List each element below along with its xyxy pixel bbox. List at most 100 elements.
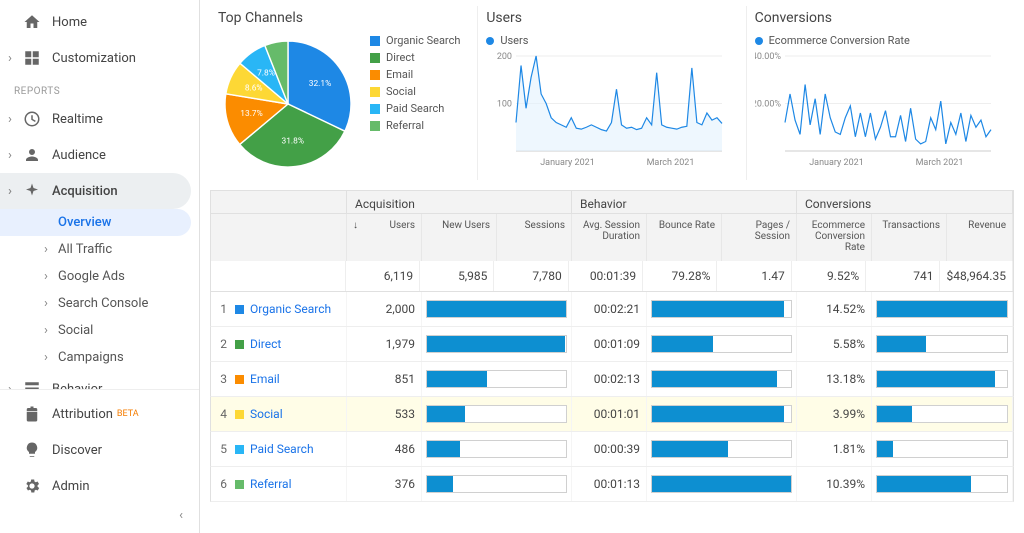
sub-search-console[interactable]: Search Console [0, 290, 199, 317]
col-channel[interactable] [211, 214, 347, 261]
nav-behavior-label: Behavior [52, 382, 102, 390]
sub-overview-label: Overview [58, 215, 111, 230]
customization-icon [22, 48, 42, 68]
channel-swatch [235, 375, 244, 384]
svg-text:7.8%: 7.8% [257, 68, 275, 78]
svg-text:20.00%: 20.00% [755, 100, 781, 110]
nav-attribution[interactable]: Attribution BETA [0, 396, 199, 432]
legend-item: Paid Search [370, 102, 460, 115]
col-asd[interactable]: Avg. Session Duration [572, 214, 647, 261]
row-ecr: 3.99% [797, 397, 872, 431]
table-group-header: Acquisition Behavior Conversions [210, 190, 1014, 214]
row-ecr-bar [872, 362, 1013, 396]
row-ecr: 1.81% [797, 432, 872, 466]
table-row[interactable]: 2Direct1,97900:01:095.58% [210, 327, 1014, 362]
row-ecr-bar [872, 467, 1013, 501]
row-channel: 2Direct [211, 327, 347, 361]
row-asd: 00:01:09 [572, 327, 647, 361]
legend-item: Email [370, 68, 460, 81]
svg-text:March 2021: March 2021 [915, 158, 963, 168]
conv-legend: Ecommerce Conversion Rate [755, 34, 1006, 47]
nav-customization[interactable]: Customization [0, 40, 199, 76]
nav-acquisition[interactable]: Acquisition [0, 173, 191, 209]
svg-text:200: 200 [497, 52, 512, 62]
table-row[interactable]: 3Email85100:02:1313.18% [210, 362, 1014, 397]
nav-audience[interactable]: Audience [0, 137, 199, 173]
svg-text:40.00%: 40.00% [755, 52, 781, 62]
sub-search-console-label: Search Console [58, 296, 148, 311]
sub-all-traffic[interactable]: All Traffic [0, 236, 199, 263]
col-new-users[interactable]: New Users [422, 214, 497, 261]
sub-campaigns[interactable]: Campaigns [0, 344, 199, 371]
card-top-channels: Top Channels 32.1%31.8%13.7%8.6%7.8% Org… [210, 6, 477, 180]
main-content: Top Channels 32.1%31.8%13.7%8.6%7.8% Org… [200, 0, 1024, 533]
row-ecr: 14.52% [797, 292, 872, 326]
nav-discover[interactable]: Discover [0, 432, 199, 468]
behavior-icon [22, 379, 42, 389]
row-channel: 3Email [211, 362, 347, 396]
channel-link[interactable]: Organic Search [250, 302, 331, 316]
card-top-channels-title: Top Channels [218, 10, 469, 26]
row-users: 533 [347, 397, 422, 431]
col-trans[interactable]: Transactions [872, 214, 947, 261]
total-rev: $48,964.35 [940, 261, 1012, 291]
channel-link[interactable]: Email [250, 372, 280, 386]
legend-swatch [370, 70, 380, 80]
row-users: 851 [347, 362, 422, 396]
nav-realtime[interactable]: Realtime [0, 101, 199, 137]
sub-social-label: Social [58, 323, 93, 338]
nav-home[interactable]: Home [0, 4, 199, 40]
total-ecr: 9.52% [792, 261, 866, 291]
channel-link[interactable]: Social [250, 407, 283, 421]
group-conversions: Conversions [797, 191, 1013, 213]
attribution-icon [22, 404, 42, 424]
svg-text:8.6%: 8.6% [245, 83, 263, 93]
total-bounce: 79.28% [643, 261, 717, 291]
row-users-bar [422, 467, 572, 501]
sub-overview[interactable]: Overview [0, 209, 191, 236]
row-ecr-bar [872, 292, 1013, 326]
table-column-header: Users ↓ New Users Sessions Avg. Session … [210, 214, 1014, 261]
row-users: 2,000 [347, 292, 422, 326]
total-pps: 1.47 [717, 261, 791, 291]
row-ecr-bar [872, 432, 1013, 466]
channel-link[interactable]: Referral [250, 477, 292, 491]
card-users: Users Users 100200January 2021March 2021 [477, 6, 745, 180]
channel-link[interactable]: Paid Search [250, 442, 314, 456]
col-users[interactable]: Users ↓ [347, 214, 422, 261]
col-sessions[interactable]: Sessions [497, 214, 572, 261]
row-ecr: 5.58% [797, 327, 872, 361]
col-bounce[interactable]: Bounce Rate [647, 214, 722, 261]
nav-acquisition-label: Acquisition [52, 184, 118, 199]
row-channel: 6Referral [211, 467, 347, 501]
table-row[interactable]: 4Social53300:01:013.99% [210, 397, 1014, 432]
channel-link[interactable]: Direct [250, 337, 281, 351]
col-ecr[interactable]: Ecommerce Conversion Rate [797, 214, 872, 261]
row-ecr-bar [872, 397, 1013, 431]
channels-table: Acquisition Behavior Conversions Users ↓… [200, 190, 1024, 502]
svg-text:March 2021: March 2021 [647, 158, 695, 168]
collapse-sidebar-button[interactable]: ‹ [0, 504, 199, 527]
users-legend-label: Users [500, 34, 528, 47]
card-conversions: Conversions Ecommerce Conversion Rate 20… [746, 6, 1014, 180]
col-pps[interactable]: Pages / Session [722, 214, 797, 261]
nav-behavior[interactable]: Behavior [0, 371, 199, 389]
table-body: 1Organic Search2,00000:02:2114.52%2Direc… [210, 292, 1014, 502]
svg-text:13.7%: 13.7% [240, 109, 262, 119]
table-row[interactable]: 6Referral37600:01:1310.39% [210, 467, 1014, 502]
table-totals-row: 6,119 5,985 7,780 00:01:39 79.28% 1.47 9… [210, 261, 1014, 292]
legend-swatch [370, 53, 380, 63]
nav-admin-label: Admin [52, 479, 90, 494]
table-row[interactable]: 5Paid Search48600:00:391.81% [210, 432, 1014, 467]
nav-admin[interactable]: Admin [0, 468, 199, 504]
col-rev[interactable]: Revenue [947, 214, 1013, 261]
svg-text:32.1%: 32.1% [309, 79, 331, 89]
sub-google-ads[interactable]: Google Ads [0, 263, 199, 290]
beta-badge: BETA [117, 409, 139, 419]
legend-item: Organic Search [370, 34, 460, 47]
sub-social[interactable]: Social [0, 317, 199, 344]
sub-campaigns-label: Campaigns [58, 350, 124, 365]
table-row[interactable]: 1Organic Search2,00000:02:2114.52% [210, 292, 1014, 327]
acquisition-submenu: Overview All Traffic Google Ads Search C… [0, 209, 199, 371]
gear-icon [22, 476, 42, 496]
